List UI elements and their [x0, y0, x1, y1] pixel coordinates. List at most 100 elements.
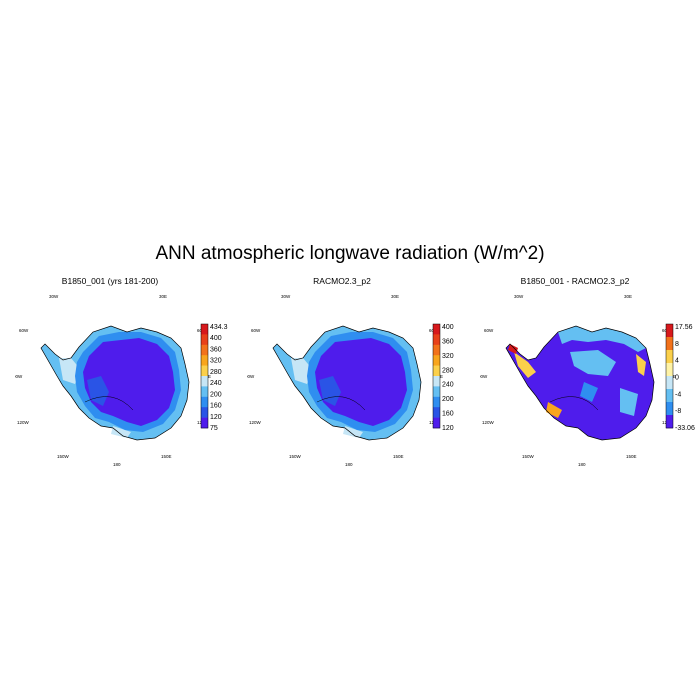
geo-label-left-upper: 60W [484, 328, 494, 333]
colorbar-label: 17.56 [675, 324, 693, 331]
colorbar-label: 320 [210, 358, 222, 365]
colorbar-swatch [666, 350, 673, 364]
west-antarctica-zone [87, 376, 109, 406]
colorbar-swatch [666, 337, 673, 351]
geo-label-top-right: 30E [159, 294, 167, 299]
geo-label-left-mid: 90W [247, 374, 255, 379]
colorbar-swatch [201, 334, 208, 346]
colorbar-swatch [433, 396, 440, 408]
difference-patch [514, 352, 536, 378]
antarctica-map: 30W30E60W60E90W90E120W120E150W150E180434… [15, 294, 228, 467]
colorbar-label: 320 [442, 353, 454, 360]
geo-label-left-mid: 90W [15, 374, 23, 379]
colorbar-label: 160 [210, 403, 222, 410]
colorbar-label: 280 [210, 369, 222, 376]
colorbar-label: -33.06 [675, 425, 695, 432]
colorbar-swatch [201, 376, 208, 387]
geo-label-bottom: 180 [345, 462, 353, 467]
transantarctic-mountains [316, 396, 366, 411]
figure-title: ANN atmospheric longwave radiation (W/m^… [155, 243, 545, 264]
colorbar-label: 160 [442, 411, 454, 418]
geo-label-bottom-left: 150W [289, 454, 302, 459]
colorbar-label: 75 [210, 425, 218, 432]
colorbar-swatch [433, 386, 440, 398]
panel-title: B1850_001 (yrs 181-200) [61, 276, 159, 286]
geo-label-top-left: 30W [281, 294, 291, 299]
interior-plateau [315, 338, 407, 426]
coastline [272, 325, 422, 441]
coastline [40, 325, 190, 441]
west-antarctica-zone [319, 376, 341, 406]
colorbar-swatch [666, 389, 673, 403]
geo-label-top-right: 30E [391, 294, 399, 299]
land-fill [506, 326, 654, 440]
colorbar-label: 400 [210, 335, 222, 342]
geo-label-top-left: 30W [49, 294, 59, 299]
colorbar-label: 4 [675, 358, 679, 365]
panel-title: RACMO2.3_p2 [313, 276, 371, 286]
geo-label-top-right: 30E [624, 294, 632, 299]
colorbar-frame [432, 323, 441, 429]
map-panel-1: B1850_001 (yrs 181-200)30W30E60W60E90W90… [15, 276, 235, 476]
colorbar-frame [200, 323, 209, 429]
colorbar-swatch [201, 344, 208, 356]
colorbar-swatch [433, 355, 440, 366]
colorbar-swatch [201, 396, 208, 408]
coastline [505, 325, 655, 441]
colorbar-swatch [666, 363, 673, 377]
colorbar-swatch [666, 376, 673, 390]
colorbar-swatch [201, 355, 208, 366]
colorbar-label: 280 [442, 367, 454, 374]
colorbar-swatch [201, 417, 208, 429]
geo-label-left-lower: 120W [249, 420, 262, 425]
geo-label-bottom-right: 150E [161, 454, 172, 459]
colorbar-label: 120 [442, 425, 454, 432]
colorbar-label: 0 [675, 375, 679, 382]
antarctica-map: 30W30E60W60E90W90E120W120E150W150E18017.… [480, 294, 695, 467]
colorbar-swatch [666, 402, 673, 416]
geo-label-top-left: 30W [514, 294, 524, 299]
colorbar-swatch [201, 324, 208, 335]
colorbar-label: 400 [442, 324, 454, 331]
geo-label-bottom-right: 150E [393, 454, 404, 459]
geo-label-bottom-left: 150W [522, 454, 535, 459]
colorbar-swatch [433, 344, 440, 356]
map-panel-3: B1850_001 - RACMO2.3_p230W30E60W60E90W90… [480, 276, 700, 476]
panel-title: B1850_001 - RACMO2.3_p2 [520, 276, 630, 286]
difference-patch [620, 388, 638, 416]
colorbar-swatch [433, 407, 440, 418]
map-panel-2: RACMO2.3_p230W30E60W60E90W90E120W120E150… [247, 276, 467, 476]
colorbar-label: 200 [210, 391, 222, 398]
colorbar-swatch [201, 365, 208, 377]
transantarctic-mountains [84, 396, 134, 411]
geo-label-left-upper: 60W [251, 328, 261, 333]
geo-label-left-lower: 120W [482, 420, 495, 425]
geo-label-left-mid: 90W [480, 374, 488, 379]
colorbar-label: -4 [675, 391, 681, 398]
colorbar-swatch [201, 386, 208, 398]
colorbar-label: 200 [442, 396, 454, 403]
colorbar-label: 360 [210, 346, 222, 353]
difference-patch [570, 350, 616, 376]
colorbar-swatch [433, 324, 440, 335]
ice-shelf [343, 426, 363, 438]
colorbar-label: 360 [442, 338, 454, 345]
colorbar-label: 240 [442, 382, 454, 389]
colorbar-swatch [666, 415, 673, 429]
geo-label-bottom-right: 150E [626, 454, 637, 459]
colorbar-swatch [666, 324, 673, 338]
ice-shelf [111, 426, 131, 438]
transantarctic-mountains [549, 396, 599, 411]
difference-patch [508, 344, 518, 354]
colorbar-swatch [433, 365, 440, 377]
geo-label-left-upper: 60W [19, 328, 29, 333]
colorbar-label: 120 [210, 414, 222, 421]
geo-label-bottom: 180 [113, 462, 121, 467]
colorbar-swatch [433, 334, 440, 346]
geo-label-left-lower: 120W [17, 420, 30, 425]
geo-label-bottom: 180 [578, 462, 586, 467]
antarctica-map: 30W30E60W60E90W90E120W120E150W150E180400… [247, 294, 454, 467]
difference-patch [636, 354, 646, 376]
colorbar-label: 434.3 [210, 324, 228, 331]
colorbar-frame [665, 323, 674, 429]
